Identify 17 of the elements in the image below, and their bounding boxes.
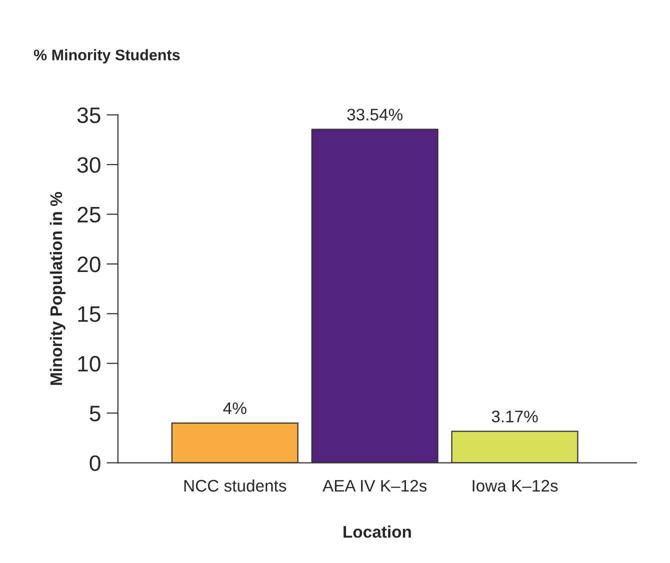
- y-tick-label: 15: [78, 306, 100, 322]
- x-tick-label: NCC students: [184, 479, 286, 492]
- y-tick-label: 30: [77, 157, 100, 173]
- x-tick-label: AEA IV K–12s: [322, 480, 427, 492]
- y-tick-label: 35: [77, 107, 100, 124]
- y-tick-label: 0: [90, 455, 100, 472]
- data-label: 4%: [223, 402, 246, 414]
- data-label: 33.54%: [347, 108, 403, 121]
- y-tick-label: 20: [78, 256, 100, 272]
- x-axis-title: Location: [344, 526, 411, 538]
- y-tick-label: 25: [78, 206, 100, 223]
- chart-title: % Minority Students: [34, 49, 180, 64]
- x-tick-label: Iowa K–12s: [472, 480, 558, 492]
- data-label: 3.17%: [492, 410, 538, 422]
- y-tick-label: 10: [78, 356, 100, 372]
- y-axis-title: Minority Population in %: [50, 192, 66, 385]
- y-tick-label: 5: [90, 406, 100, 422]
